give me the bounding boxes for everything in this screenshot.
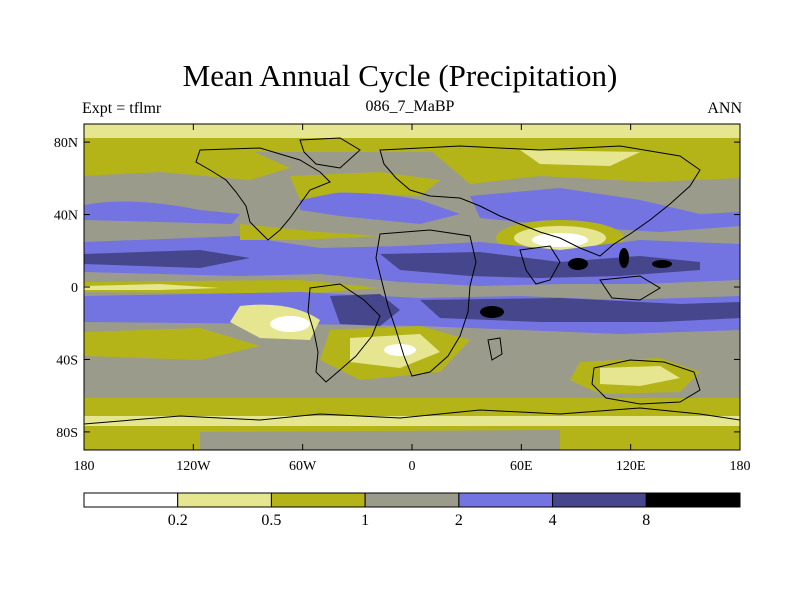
- field-southern-africa-white: [384, 344, 416, 356]
- coast-eurasia: [379, 145, 701, 257]
- period-label: 086_7_MaBP: [365, 98, 455, 115]
- legend-swatch: [270, 492, 366, 508]
- coast-south-america: [307, 283, 381, 383]
- coast-greenland: [299, 137, 361, 169]
- field-arctic-yellow: [84, 124, 740, 138]
- field-pacific-storm-track: [84, 201, 240, 224]
- y-tick-label: 80N: [54, 136, 78, 151]
- x-tick-label: 180: [74, 459, 95, 474]
- legend-swatch: [552, 492, 647, 508]
- coast-se-asia-islands: [599, 275, 661, 301]
- coast-antarctica: [84, 407, 740, 425]
- x-tick-label: 0: [409, 459, 416, 474]
- map-field: [84, 124, 740, 450]
- x-tick-label: 120E: [616, 459, 646, 474]
- field-antarctic-grey: [200, 430, 560, 450]
- field-pacific-south-olive: [84, 328, 260, 360]
- experiment-label: Expt = tflmr: [82, 100, 162, 117]
- coast-madagascar: [487, 337, 503, 361]
- chart-title: Mean Annual Cycle (Precipitation): [182, 58, 618, 93]
- y-tick-label: 40S: [56, 353, 78, 368]
- field-australia-yellow: [600, 366, 680, 386]
- field-max-spot-3: [619, 248, 629, 268]
- field-north-africa-olive: [240, 224, 380, 240]
- x-tick-label: 180: [730, 459, 751, 474]
- coast-india: [519, 245, 561, 285]
- legend-swatch: [458, 492, 554, 508]
- field-equator-olive: [84, 280, 380, 294]
- coast-africa: [375, 229, 477, 377]
- x-tick-label: 60W: [289, 459, 317, 474]
- legend-swatch: [83, 492, 179, 508]
- legend-swatch: [645, 492, 741, 508]
- field-central-asia-white: [532, 233, 588, 247]
- field-itcz-north-dark: [84, 250, 250, 268]
- legend-level-label: 1: [361, 512, 369, 529]
- legend-level-label: 8: [642, 512, 650, 529]
- x-tick-label: 60E: [510, 459, 533, 474]
- y-tick-label: 80S: [56, 426, 78, 441]
- legend-swatch: [177, 492, 272, 508]
- field-southern-ocean-olive: [84, 398, 740, 416]
- field-high-lat-olive-ne: [430, 150, 740, 184]
- legend-swatch: [364, 492, 460, 508]
- axes: 180 120W 60W 0 60E 120E 180 80N 40N 0 40S 80S: [54, 124, 751, 474]
- field-max-spot-2: [568, 258, 588, 270]
- field-southern-ocean-yellow: [84, 416, 740, 426]
- legend-level-label: 0.2: [168, 512, 188, 529]
- field-high-lat-yellow: [520, 150, 640, 166]
- legend-level-label: 2: [455, 512, 463, 529]
- field-south-america-white: [270, 316, 310, 332]
- x-tick-label: 120W: [176, 459, 211, 474]
- color-legend: 0.2 0.5 1 2 4 8: [83, 492, 741, 529]
- field-atlantic-storm-track: [300, 192, 460, 224]
- legend-level-label: 4: [549, 512, 557, 529]
- coastlines: [84, 137, 740, 425]
- field-max-spot-4: [652, 260, 672, 268]
- field-max-spot-1: [480, 306, 504, 318]
- y-tick-label: 40N: [54, 209, 78, 224]
- legend-level-label: 0.5: [261, 512, 281, 529]
- season-label: ANN: [707, 100, 742, 117]
- y-tick-label: 0: [71, 281, 78, 296]
- field-asia-blue: [470, 188, 740, 232]
- field-africa-dark: [330, 294, 400, 326]
- field-high-lat-olive-nw: [84, 150, 290, 180]
- coast-north-america: [195, 147, 331, 241]
- coast-australia: [591, 359, 701, 405]
- field-equator-yellow: [84, 284, 220, 290]
